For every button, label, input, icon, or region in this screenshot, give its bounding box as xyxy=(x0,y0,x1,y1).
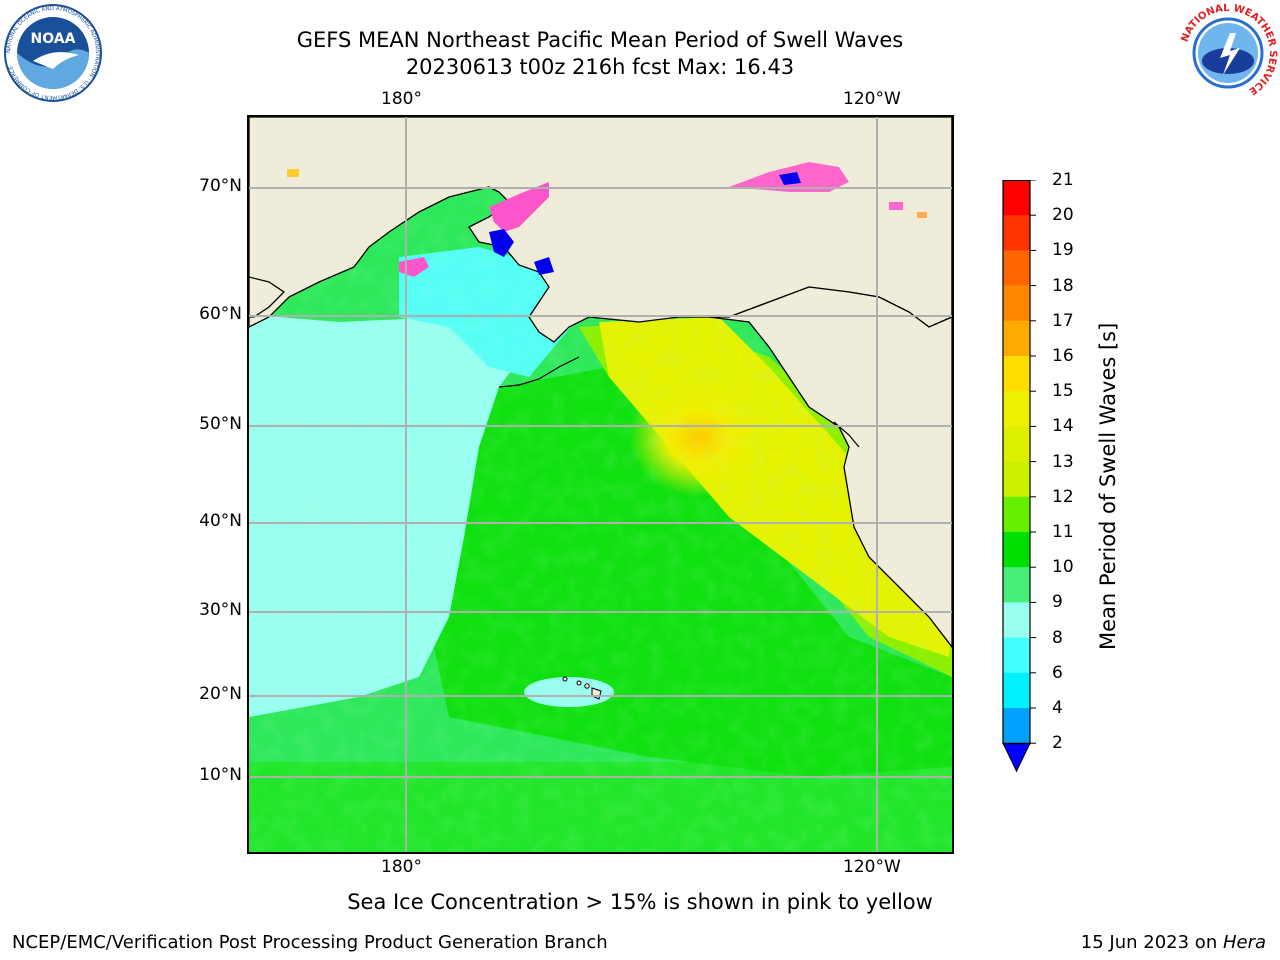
colorbar-tick-label: 8 xyxy=(1052,627,1063,648)
lon-label-bottom-120w: 120°W xyxy=(843,857,901,877)
colorbar-swatch xyxy=(1003,426,1030,463)
nws-logo: NATIONAL WEATHER SERVICE xyxy=(1178,3,1278,103)
graticule xyxy=(249,117,952,852)
colorbar-tick-label: 20 xyxy=(1052,205,1074,226)
colorbar-swatch xyxy=(1003,672,1030,709)
sea-ice-speck-1 xyxy=(287,169,299,177)
colorbar-tick-label: 15 xyxy=(1052,381,1074,402)
sea-ice-bristol xyxy=(534,257,554,275)
colorbar-tick-label: 16 xyxy=(1052,346,1074,366)
colorbar-swatches xyxy=(1002,179,1036,773)
colorbar-swatch xyxy=(1003,250,1030,287)
lat-label-20n: 20°N xyxy=(199,684,242,704)
swell-period-map xyxy=(249,117,952,852)
colorbar-swatch xyxy=(1003,356,1030,392)
colorbar-swatch xyxy=(1003,602,1030,639)
noaa-logo-text: NOAA xyxy=(31,31,76,47)
colorbar-tick-label: 6 xyxy=(1052,662,1063,683)
date-text: 15 Jun 2023 on xyxy=(1080,932,1223,953)
colorbar-tick-label: 11 xyxy=(1052,522,1074,542)
map-subtitle: 20230613 t00z 216h fcst Max: 16.43 xyxy=(405,55,795,79)
colorbar-swatch xyxy=(1003,637,1030,674)
land-west-coast xyxy=(708,117,952,649)
colorbar-swatch xyxy=(1003,532,1030,568)
sea-ice-note: Sea Ice Concentration > 15% is shown in … xyxy=(347,890,933,914)
colorbar-tick-label: 12 xyxy=(1052,486,1074,507)
lat-label-10n: 10°N xyxy=(199,765,242,785)
colorbar-swatch xyxy=(1003,708,1030,744)
host-name: Hera xyxy=(1222,932,1266,953)
colorbar-tick-label: 18 xyxy=(1052,275,1074,296)
colorbar-tick-label: 21 xyxy=(1052,170,1074,190)
sea-ice-beaufort-blue xyxy=(779,172,801,185)
lat-label-30n: 30°N xyxy=(199,600,242,620)
lat-label-60n: 60°N xyxy=(199,304,242,324)
sea-ice-speck-2 xyxy=(889,202,903,210)
colorbar-swatch xyxy=(1003,496,1030,533)
lat-label-70n: 70°N xyxy=(199,176,242,196)
credit-text: NCEP/EMC/Verification Post Processing Pr… xyxy=(12,932,608,953)
lon-label-top-120w: 120°W xyxy=(843,89,901,109)
colorbar-tick-label: 13 xyxy=(1052,451,1074,472)
colorbar-tick-label: 9 xyxy=(1052,592,1063,613)
colorbar-label: Mean Period of Swell Waves [s] xyxy=(1096,322,1120,650)
date-stamp: 15 Jun 2023 on Hera xyxy=(1081,932,1266,953)
lat-label-50n: 50°N xyxy=(199,414,242,434)
colorbar-swatch xyxy=(1003,320,1030,357)
land-kamchatka xyxy=(249,276,286,318)
colorbar-tick-label: 14 xyxy=(1052,416,1074,437)
colorbar-extend-triangle xyxy=(1002,742,1031,773)
colorbar-swatch xyxy=(1003,285,1030,322)
colorbar-swatch xyxy=(1003,215,1030,251)
colorbar xyxy=(995,179,1045,790)
colorbar-tick-label: 2 xyxy=(1052,733,1063,754)
lon-label-bottom-180: 180° xyxy=(381,857,422,877)
colorbar-tick-label: 10 xyxy=(1052,557,1074,578)
colorbar-swatch xyxy=(1003,567,1030,603)
map-panel xyxy=(247,115,954,854)
coast-aleutians xyxy=(498,356,580,388)
colorbar-swatch xyxy=(1003,391,1030,427)
colorbar-swatch xyxy=(1003,180,1030,216)
sea-ice-bering-strait xyxy=(489,229,514,257)
lon-label-top-180: 180° xyxy=(381,89,422,109)
colorbar-ticks: 21 20 19 18 17 16 15 14 13 12 11 10 9 8 6 4 2 xyxy=(1052,170,1092,780)
colorbar-tick-label: 4 xyxy=(1052,698,1063,718)
colorbar-swatch xyxy=(1003,461,1030,498)
sea-ice-speck-3 xyxy=(917,212,927,218)
colorbar-tick-label: 19 xyxy=(1052,240,1074,261)
colorbar-tick-label: 17 xyxy=(1052,310,1074,331)
map-title: GEFS MEAN Northeast Pacific Mean Period … xyxy=(296,28,904,52)
sea-ice-chukchi xyxy=(489,182,549,232)
noaa-logo: NOAA NATIONAL OCEANIC AND ATMOSPHERIC AD… xyxy=(3,3,103,103)
lat-label-40n: 40°N xyxy=(199,511,242,531)
